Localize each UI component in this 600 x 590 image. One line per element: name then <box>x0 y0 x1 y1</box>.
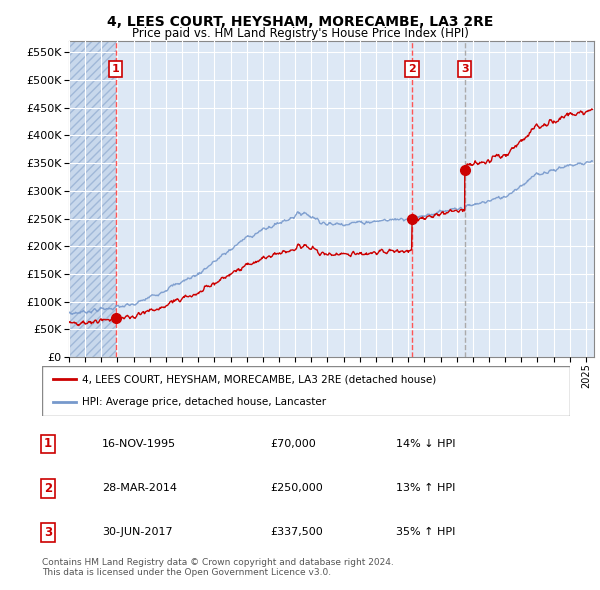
FancyBboxPatch shape <box>42 366 570 416</box>
Text: £70,000: £70,000 <box>270 439 316 449</box>
Text: £337,500: £337,500 <box>270 527 323 537</box>
Text: 30-JUN-2017: 30-JUN-2017 <box>102 527 173 537</box>
Text: 3: 3 <box>44 526 52 539</box>
Text: HPI: Average price, detached house, Lancaster: HPI: Average price, detached house, Lanc… <box>82 398 326 408</box>
Text: 2: 2 <box>408 64 416 74</box>
Text: 35% ↑ HPI: 35% ↑ HPI <box>396 527 455 537</box>
Text: 4, LEES COURT, HEYSHAM, MORECAMBE, LA3 2RE (detached house): 4, LEES COURT, HEYSHAM, MORECAMBE, LA3 2… <box>82 374 436 384</box>
Text: £250,000: £250,000 <box>270 483 323 493</box>
Text: 1: 1 <box>112 64 119 74</box>
Text: 14% ↓ HPI: 14% ↓ HPI <box>396 439 455 449</box>
Bar <box>69 41 116 357</box>
Text: Contains HM Land Registry data © Crown copyright and database right 2024.
This d: Contains HM Land Registry data © Crown c… <box>42 558 394 577</box>
Text: 13% ↑ HPI: 13% ↑ HPI <box>396 483 455 493</box>
Text: 4, LEES COURT, HEYSHAM, MORECAMBE, LA3 2RE: 4, LEES COURT, HEYSHAM, MORECAMBE, LA3 2… <box>107 15 493 29</box>
Text: Price paid vs. HM Land Registry's House Price Index (HPI): Price paid vs. HM Land Registry's House … <box>131 27 469 40</box>
Text: 2: 2 <box>44 481 52 495</box>
Text: 1: 1 <box>44 437 52 451</box>
Text: 16-NOV-1995: 16-NOV-1995 <box>102 439 176 449</box>
Text: 3: 3 <box>461 64 469 74</box>
Text: 28-MAR-2014: 28-MAR-2014 <box>102 483 177 493</box>
